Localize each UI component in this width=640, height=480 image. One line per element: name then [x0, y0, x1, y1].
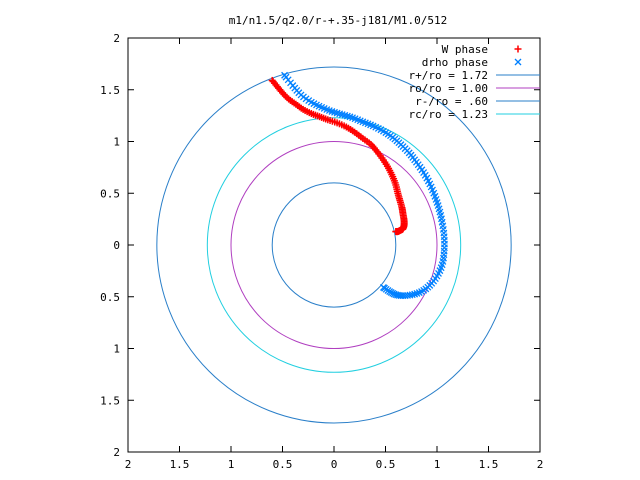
drho-phase-point [374, 124, 382, 132]
x-tick-label: 1.5 [479, 458, 499, 471]
drho-phase-point [343, 112, 351, 120]
y-tick-label: 1 [113, 343, 120, 356]
drho-phase-point [432, 195, 440, 203]
y-tick-label: 0.5 [100, 187, 120, 200]
drho-phase-point [341, 111, 349, 119]
drho-phase-point [372, 123, 380, 131]
drho-phase-point [338, 111, 346, 119]
drho-phase-point [367, 121, 375, 129]
y-tick-label: 1.5 [100, 394, 120, 407]
x-tick-label: 0 [331, 458, 338, 471]
legend-marker [514, 58, 522, 66]
legend-marker [514, 45, 522, 53]
legend-label: W phase [442, 43, 488, 56]
drho-phase-point [361, 119, 369, 127]
drho-phase-point [394, 291, 401, 299]
x-tick-label: 2 [125, 458, 132, 471]
drho-phase-point [379, 127, 387, 135]
drho-phase-point [424, 177, 432, 185]
drho-phase-point [430, 189, 438, 197]
radius-circles [156, 66, 512, 424]
drho-phase-point [423, 174, 431, 182]
x-tick-label: 1.5 [170, 458, 190, 471]
drho-phase-point [331, 108, 338, 116]
radius-circle [271, 182, 397, 308]
y-tick-label: 2 [113, 446, 120, 459]
drho-phase-point [395, 291, 403, 299]
drho-phase-point [437, 211, 445, 219]
y-tick-label: 0.5 [100, 291, 120, 304]
drho-phase-point [434, 202, 442, 210]
drho-phase-point [406, 291, 414, 299]
drho-phase-point [420, 169, 428, 177]
drho-phase-point [379, 283, 387, 291]
drho-phase-point [346, 113, 354, 121]
drho-phase-point [356, 117, 364, 125]
drho-phase-point [435, 205, 443, 213]
drho-phase-point [408, 291, 416, 299]
y-tick-label: 1 [113, 136, 120, 149]
drho-phase-point [429, 186, 436, 194]
w-phase-series [268, 76, 408, 236]
drho-phase-point [436, 208, 444, 216]
drho-phase-point [349, 114, 356, 122]
legend-label: ro/ro = 1.00 [409, 82, 488, 95]
x-tick-label: 1 [434, 458, 441, 471]
drho-phase-point [369, 122, 377, 130]
y-tick-label: 1.5 [100, 84, 120, 97]
drho-phase-point [359, 118, 367, 126]
drho-phase-point [431, 192, 439, 200]
x-tick-label: 0.5 [376, 458, 396, 471]
legend-label: r+/ro = 1.72 [409, 69, 488, 82]
axis-ticks: 2 1.5 1 0.5 0 0.5 1 1.5 221.510.500.511.52 [100, 32, 543, 471]
drho-phase-point [305, 97, 313, 105]
drho-phase-point [333, 109, 341, 117]
drho-phase-point [438, 215, 445, 223]
drho-phase-point [315, 102, 323, 110]
x-tick-label: 0.5 [273, 458, 293, 471]
drho-phase-point [411, 290, 419, 298]
drho-phase-point [351, 115, 359, 123]
radius-circle [230, 141, 438, 349]
drho-phase-point [307, 98, 315, 106]
drho-phase-point [413, 289, 421, 297]
drho-phase-point [421, 171, 429, 179]
drho-phase-point [397, 292, 405, 300]
chart-title: m1/n1.5/q2.0/r-+.35-j181/M1.0/512 [229, 14, 448, 27]
drho-phase-point [439, 222, 447, 230]
drho-phase-point [336, 110, 344, 118]
drho-phase-point [325, 107, 333, 115]
drho-phase-point [320, 105, 328, 112]
drho-phase-point [514, 58, 522, 66]
y-tick-label: 2 [113, 32, 120, 45]
drho-phase-point [427, 183, 435, 191]
legend-label: rc/ro = 1.23 [409, 108, 488, 121]
drho-phase-point [392, 291, 400, 299]
legend-label: drho phase [422, 56, 488, 69]
drho-phase-point [377, 126, 385, 134]
drho-phase-point [426, 180, 434, 188]
drho-phase-series [281, 71, 448, 300]
drho-phase-point [310, 100, 318, 108]
radius-circle [156, 66, 512, 424]
drho-phase-point [354, 116, 362, 124]
drho-phase-point [364, 120, 372, 128]
phase-points [268, 71, 448, 300]
drho-phase-point [318, 103, 326, 111]
x-tick-label: 1 [228, 458, 235, 471]
legend-label: r-/ro = .60 [415, 95, 488, 108]
drho-phase-point [313, 101, 320, 109]
drho-phase-point [438, 218, 446, 226]
drho-phase-point [433, 199, 441, 206]
y-tick-label: 0 [113, 239, 120, 252]
drho-phase-point [328, 108, 336, 115]
drho-phase-point [418, 166, 426, 174]
x-tick-label: 2 [537, 458, 544, 471]
drho-phase-point [323, 106, 331, 114]
radius-circle [206, 117, 462, 373]
